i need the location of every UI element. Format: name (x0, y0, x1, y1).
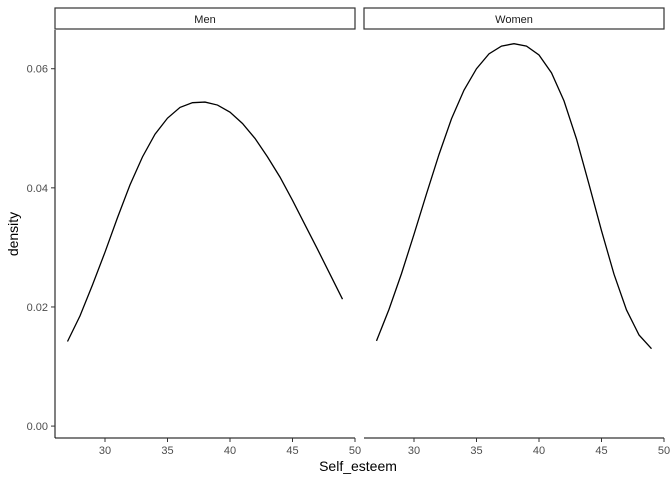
x-axis-title: Self_esteem (319, 458, 397, 474)
y-tick-label: 0.02 (27, 302, 48, 314)
x-tick-label: 35 (470, 445, 482, 457)
x-tick-label: 30 (408, 445, 420, 457)
y-tick-label: 0.04 (27, 183, 48, 195)
y-axis: 0.00 0.02 0.04 0.06 (27, 30, 56, 438)
density-curve-men (66, 101, 344, 342)
x-tick-label: 30 (99, 445, 111, 457)
x-tick-label: 45 (595, 445, 607, 457)
facet-panel-men: Men 30 35 40 45 50 (54, 7, 361, 457)
density-curve-women (375, 43, 652, 350)
facet-panel-women: Women 30 35 40 45 50 (363, 7, 670, 457)
x-tick-label: 45 (286, 445, 298, 457)
facet-strip-label: Women (495, 14, 533, 26)
x-tick-label: 40 (533, 445, 545, 457)
facet-strip (54, 7, 356, 30)
x-tick-label: 50 (349, 445, 361, 457)
y-tick-label: 0.06 (27, 64, 48, 76)
facet-strip-label: Men (194, 14, 215, 26)
y-tick-label: 0.00 (27, 421, 48, 433)
x-tick-label: 50 (658, 445, 670, 457)
y-axis-title: density (5, 212, 21, 256)
facets-layer: Men 30 35 40 45 50 Women 30 35 40 45 50 (54, 7, 670, 457)
x-tick-label: 40 (224, 445, 236, 457)
facet-strip (363, 7, 665, 30)
x-tick-label: 35 (161, 445, 173, 457)
